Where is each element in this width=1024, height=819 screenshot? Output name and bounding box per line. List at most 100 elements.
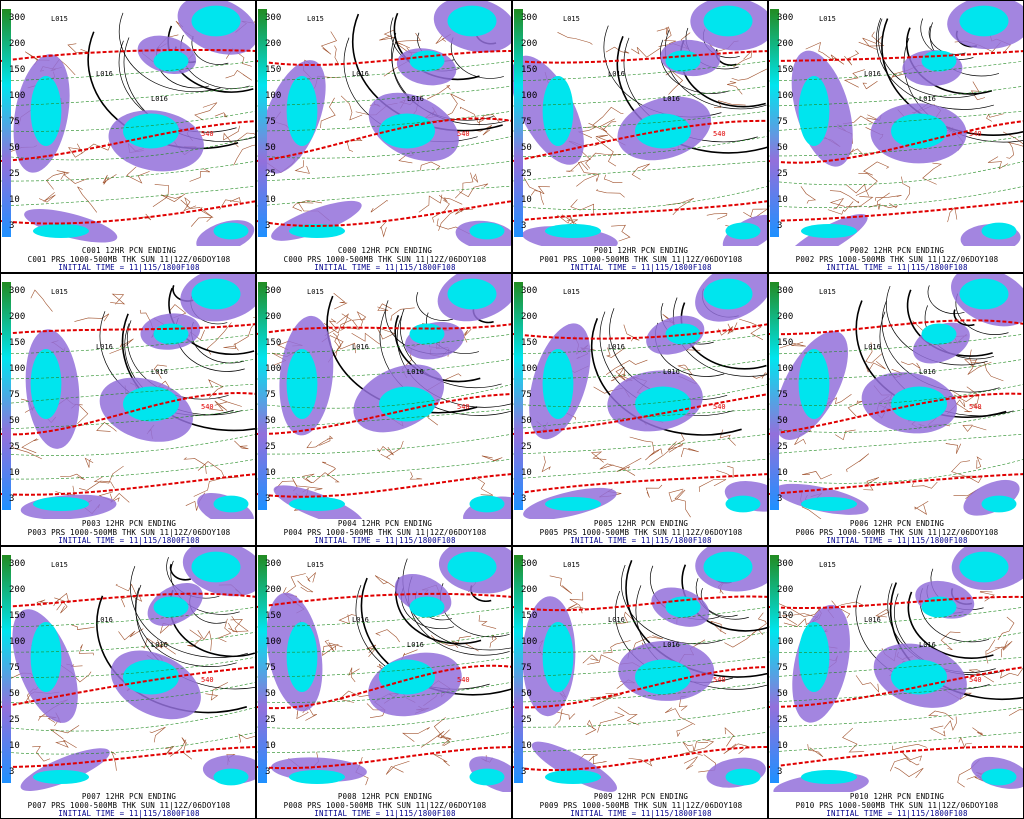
scale-tick: 300 (521, 559, 538, 569)
scale-tick: 200 (777, 39, 794, 49)
scale-tick: 300 (9, 286, 26, 296)
scale-tick: 25 (265, 442, 276, 452)
low-label: L016 (608, 70, 625, 78)
scale-tick: 25 (9, 169, 20, 179)
scale-tick: 3 (265, 767, 271, 777)
scale-tick: 3 (777, 494, 783, 504)
scale-tick: 25 (9, 715, 20, 725)
map-panel-p010: L015 L016 L016 540 300 200 150 100 75 50 25 10 3 P010… (768, 546, 1024, 819)
scale-tick: 10 (521, 741, 532, 751)
scale-tick: 75 (9, 663, 20, 673)
scale-tick: 10 (777, 741, 788, 751)
map-panel-p005: L015 L016 L016 540 300 200 150 100 75 50 25 10 3 P005… (512, 273, 768, 546)
scale-tick: 50 (521, 143, 532, 153)
scale-tick: 100 (265, 637, 282, 647)
weather-map: L015 L016 L016 540 (257, 547, 511, 792)
scale-tick: 100 (9, 364, 26, 374)
scale-tick: 100 (521, 91, 538, 101)
weather-map: L015 L016 L016 540 (769, 547, 1023, 792)
panel-caption: P004 PRS 1000-500MB THK SUN 11|12Z/06DOY… (283, 528, 487, 537)
scale-tick: 3 (521, 221, 527, 231)
scale-tick: 3 (521, 494, 527, 504)
low-label: L015 (819, 15, 836, 23)
panel-caption: INITIAL TIME = 11|115/1800F108 (826, 809, 968, 818)
scale-tick: 150 (9, 65, 26, 75)
panel-caption: P008 PRS 1000-500MB THK SUN 11|12Z/06DOY… (283, 801, 487, 810)
panel-caption: C001 12HR PCN ENDING (81, 246, 177, 255)
low-label: L016 (663, 95, 680, 103)
scale-tick: 25 (521, 715, 532, 725)
scale-tick: 50 (777, 689, 788, 699)
scale-tick: 200 (265, 585, 282, 595)
scale-tick: 150 (521, 611, 538, 621)
thickness-label: 540 (201, 403, 214, 411)
thickness-label: 540 (201, 130, 214, 138)
low-label: L016 (151, 95, 168, 103)
panel-caption: INITIAL TIME = 11|115/1800F108 (314, 263, 456, 272)
scale-tick: 200 (521, 585, 538, 595)
weather-map: L015 L016 L016 540 (513, 274, 767, 519)
scale-tick: 200 (521, 39, 538, 49)
scale-tick: 100 (777, 637, 794, 647)
scale-tick: 150 (265, 338, 282, 348)
scale-tick: 50 (521, 416, 532, 426)
scale-tick: 200 (777, 585, 794, 595)
panel-caption: INITIAL TIME = 11|115/1800F108 (570, 263, 712, 272)
panel-caption: P010 PRS 1000-500MB THK SUN 11|12Z/06DOY… (795, 801, 999, 810)
weather-map: L015 L016 L016 540 (1, 1, 255, 246)
map-panel-p001: L015 L016 L016 540 300 200 150 100 75 50 25 10 3 P001… (512, 0, 768, 273)
panel-caption: P009 PRS 1000-500MB THK SUN 11|12Z/06DOY… (539, 801, 743, 810)
scale-tick: 300 (265, 286, 282, 296)
scale-tick: 3 (9, 767, 15, 777)
low-label: L015 (51, 15, 68, 23)
scale-tick: 100 (777, 364, 794, 374)
low-label: L016 (96, 343, 113, 351)
scale-tick: 10 (9, 195, 20, 205)
scale-tick: 50 (9, 416, 20, 426)
scale-tick: 75 (521, 663, 532, 673)
scale-tick: 150 (9, 338, 26, 348)
scale-tick: 150 (521, 65, 538, 75)
scale-tick: 75 (777, 663, 788, 673)
scale-tick: 150 (9, 611, 26, 621)
scale-tick: 50 (9, 689, 20, 699)
scale-tick: 25 (9, 442, 20, 452)
precip-color-scale (258, 555, 267, 783)
precip-color-scale (258, 282, 267, 510)
scale-tick: 75 (521, 117, 532, 127)
low-label: L016 (96, 616, 113, 624)
panel-caption: P002 12HR PCN ENDING (849, 246, 945, 255)
panel-caption: INITIAL TIME = 11|115/1800F108 (58, 536, 200, 545)
scale-tick: 200 (9, 39, 26, 49)
scale-tick: 25 (777, 169, 788, 179)
scale-tick: 150 (777, 611, 794, 621)
precip-color-scale (2, 555, 11, 783)
scale-tick: 300 (9, 559, 26, 569)
panel-caption: INITIAL TIME = 11|115/1800F108 (570, 809, 712, 818)
weather-map: L015 L016 L016 540 (1, 274, 255, 519)
scale-tick: 10 (777, 468, 788, 478)
precip-color-scale (514, 282, 523, 510)
low-label: L016 (151, 368, 168, 376)
weather-map: L015 L016 L016 540 (257, 274, 511, 519)
scale-tick: 10 (265, 468, 276, 478)
scale-tick: 50 (777, 143, 788, 153)
scale-tick: 10 (521, 195, 532, 205)
map-panel-p002: L015 L016 L016 540 300 200 150 100 75 50 25 10 3 P002… (768, 0, 1024, 273)
thickness-label: 540 (713, 676, 726, 684)
map-panel-c001: L015 L016 L016 540 300 200 150 100 75 50 25 10 3 C001… (0, 0, 256, 273)
panel-caption: P003 PRS 1000-500MB THK SUN 11|12Z/06DOY… (27, 528, 231, 537)
low-label: L016 (919, 641, 936, 649)
scale-tick: 3 (9, 494, 15, 504)
panel-caption: P004 12HR PCN ENDING (337, 519, 433, 528)
map-panel-c000: L015 L016 L016 540 300 200 150 100 75 50 25 10 3 C000… (256, 0, 512, 273)
scale-tick: 300 (521, 13, 538, 23)
precip-color-scale (514, 555, 523, 783)
thickness-label: 540 (457, 403, 470, 411)
panel-caption: P002 PRS 1000-500MB THK SUN 11|12Z/06DOY… (795, 255, 999, 264)
scale-tick: 75 (265, 390, 276, 400)
scale-tick: 150 (265, 65, 282, 75)
scale-tick: 75 (521, 390, 532, 400)
panel-caption: P010 12HR PCN ENDING (849, 792, 945, 801)
